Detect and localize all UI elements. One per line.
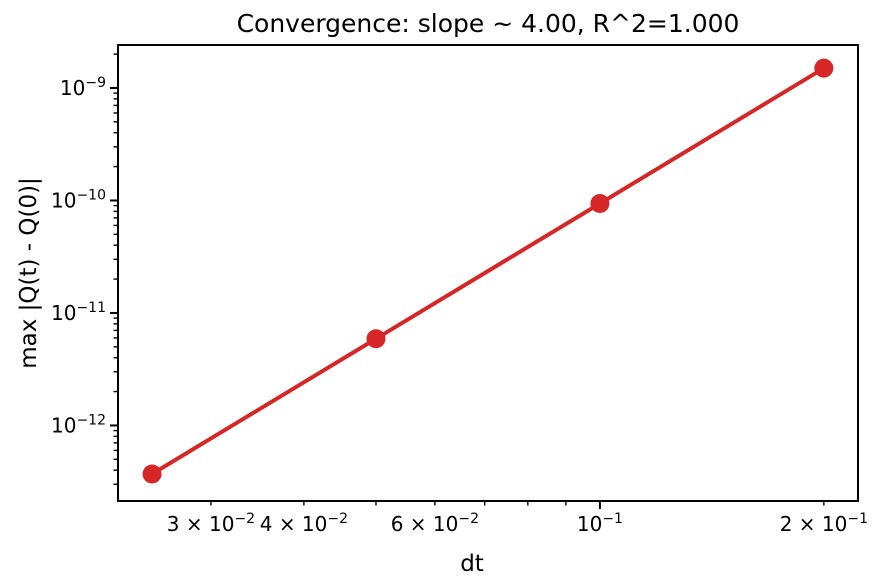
y-axis-label: max |Q(t) - Q(0)| — [16, 177, 42, 369]
y-tick-label: 10−12 — [51, 412, 106, 437]
plot-title: Convergence: slope ~ 4.00, R^2=1.000 — [237, 9, 740, 38]
series-line — [150, 66, 826, 477]
x-axis-label: dt — [460, 551, 484, 577]
series-layer — [142, 58, 834, 484]
axes-layer: 3 × 10−2 4 × 10−2 6 × 10−2 10−1 2 × 10−1 10−9… — [51, 44, 868, 536]
data-point — [590, 193, 610, 213]
x-tick-label: 2 × 10−1 — [780, 511, 868, 536]
y-tick-label: 10−9 — [60, 75, 106, 100]
x-tick-label: 6 × 10−2 — [391, 511, 479, 536]
x-tick-label: 4 × 10−2 — [260, 511, 348, 536]
data-point — [366, 329, 386, 349]
y-tick-label: 10−10 — [51, 187, 106, 212]
x-tick-label: 3 × 10−2 — [167, 511, 255, 536]
y-tick-label: 10−11 — [51, 300, 106, 325]
x-tick-label: 10−1 — [577, 511, 623, 536]
data-point — [142, 464, 162, 484]
plot-spines — [117, 44, 859, 502]
data-point — [814, 58, 834, 78]
